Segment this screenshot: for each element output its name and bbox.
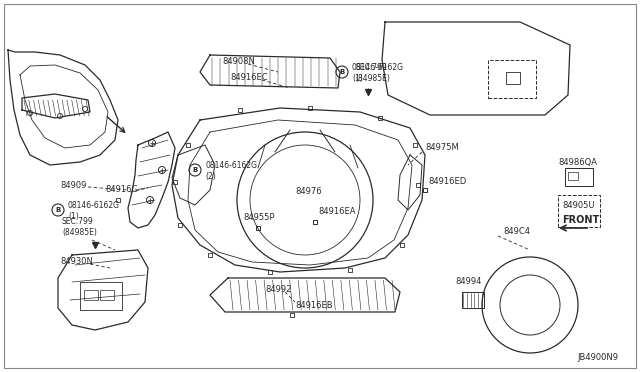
Bar — [565, 168, 593, 186]
Text: (84985E): (84985E) — [62, 228, 97, 237]
Text: 84992: 84992 — [265, 285, 291, 295]
Text: FRONT: FRONT — [562, 215, 599, 225]
Text: 84976: 84976 — [295, 187, 322, 196]
Text: 84909: 84909 — [60, 180, 86, 189]
Bar — [462, 292, 484, 308]
Text: 84905U: 84905U — [562, 201, 595, 209]
Text: 08146-6162G: 08146-6162G — [352, 64, 404, 73]
Text: SEC.799: SEC.799 — [62, 218, 93, 227]
Text: 84916C: 84916C — [105, 186, 138, 195]
Text: 849C4: 849C4 — [503, 228, 530, 237]
Bar — [568, 172, 578, 180]
Text: B: B — [56, 207, 61, 213]
Text: 84916EA: 84916EA — [318, 208, 355, 217]
Text: (1): (1) — [68, 212, 79, 221]
Text: B: B — [339, 69, 344, 75]
Bar — [488, 60, 536, 98]
Text: 84994: 84994 — [455, 278, 481, 286]
Text: 08146-6162G: 08146-6162G — [205, 161, 257, 170]
Text: (84985E): (84985E) — [355, 74, 390, 83]
Text: 84955P: 84955P — [243, 214, 275, 222]
Text: 84986QA: 84986QA — [558, 157, 597, 167]
Text: 84908N: 84908N — [222, 58, 255, 67]
Bar — [506, 72, 520, 84]
Bar — [100, 290, 114, 300]
Text: 84916ED: 84916ED — [428, 177, 467, 186]
Text: 08146-6162G: 08146-6162G — [68, 202, 120, 211]
Text: 84975M: 84975M — [425, 144, 459, 153]
Text: B: B — [193, 167, 198, 173]
Text: 84916EC: 84916EC — [230, 74, 268, 83]
Text: 84930N: 84930N — [60, 257, 93, 266]
Text: (1): (1) — [352, 74, 363, 83]
Text: SEC.799: SEC.799 — [355, 64, 387, 73]
Text: (2): (2) — [205, 171, 216, 180]
Bar — [80, 282, 122, 310]
Bar — [84, 290, 98, 300]
Text: 84916EB: 84916EB — [295, 301, 333, 310]
Bar — [558, 195, 600, 227]
Text: JB4900N9: JB4900N9 — [577, 353, 618, 362]
